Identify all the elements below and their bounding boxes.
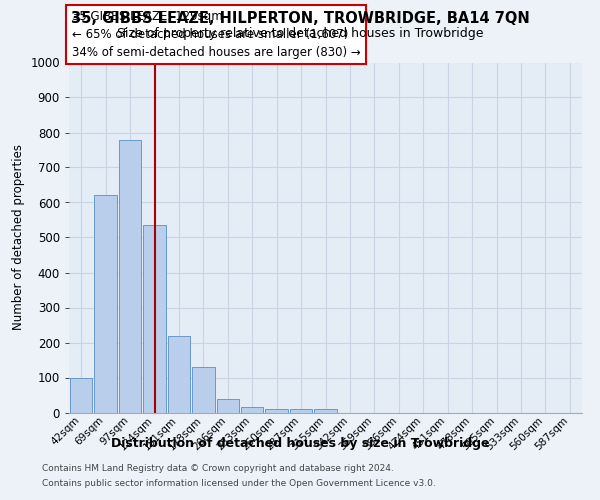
Bar [314, 409, 337, 412]
Bar [143, 225, 166, 412]
Text: Size of property relative to detached houses in Trowbridge: Size of property relative to detached ho… [117, 28, 483, 40]
Bar [217, 398, 239, 412]
Y-axis label: Number of detached properties: Number of detached properties [12, 144, 25, 330]
Text: 35 GIBBS LEAZE: 129sqm
← 65% of detached houses are smaller (1,607)
34% of semi-: 35 GIBBS LEAZE: 129sqm ← 65% of detached… [71, 10, 361, 59]
Text: 35, GIBBS LEAZE, HILPERTON, TROWBRIDGE, BA14 7QN: 35, GIBBS LEAZE, HILPERTON, TROWBRIDGE, … [71, 11, 529, 26]
Bar [290, 409, 313, 412]
Bar [94, 196, 117, 412]
Bar [265, 409, 288, 412]
Bar [119, 140, 142, 412]
Bar [70, 378, 92, 412]
Text: Contains public sector information licensed under the Open Government Licence v3: Contains public sector information licen… [42, 479, 436, 488]
Bar [241, 407, 263, 412]
Bar [192, 367, 215, 412]
Text: Distribution of detached houses by size in Trowbridge: Distribution of detached houses by size … [111, 438, 489, 450]
Text: Contains HM Land Registry data © Crown copyright and database right 2024.: Contains HM Land Registry data © Crown c… [42, 464, 394, 473]
Bar [167, 336, 190, 412]
